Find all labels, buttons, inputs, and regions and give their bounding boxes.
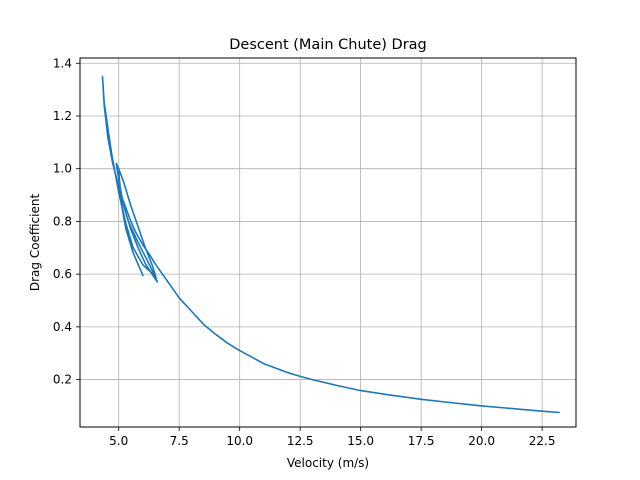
x-tick-label: 12.5 [287,434,314,448]
ticks: 5.0 7.5 10.0 12.5 15.0 17.5 20.0 22.5 0.2 0.4 0.6 0… [53,56,556,448]
chart-title: Descent (Main Chute) Drag [229,37,427,53]
x-tick-label: 22.5 [529,434,556,448]
y-tick-label: 1.4 [53,56,72,70]
x-tick-label: 5.0 [109,434,128,448]
x-tick-label: 20.0 [468,434,495,448]
x-tick-label: 17.5 [408,434,435,448]
y-tick-label: 1.2 [53,109,72,123]
series-line [101,75,560,414]
x-tick-label: 15.0 [347,434,374,448]
x-tick-label: 10.0 [226,434,253,448]
y-axis-label: Drag Coefficient [28,194,42,292]
x-axis-label: Velocity (m/s) [287,456,369,470]
plot-frame [79,57,577,428]
series-layer [101,75,560,414]
y-tick-label: 0.2 [53,373,72,387]
y-tick-label: 0.6 [53,267,72,281]
y-tick-label: 0.8 [53,214,72,228]
y-tick-label: 0.4 [53,320,72,334]
y-tick-label: 1.0 [53,162,72,176]
x-tick-label: 7.5 [170,434,189,448]
